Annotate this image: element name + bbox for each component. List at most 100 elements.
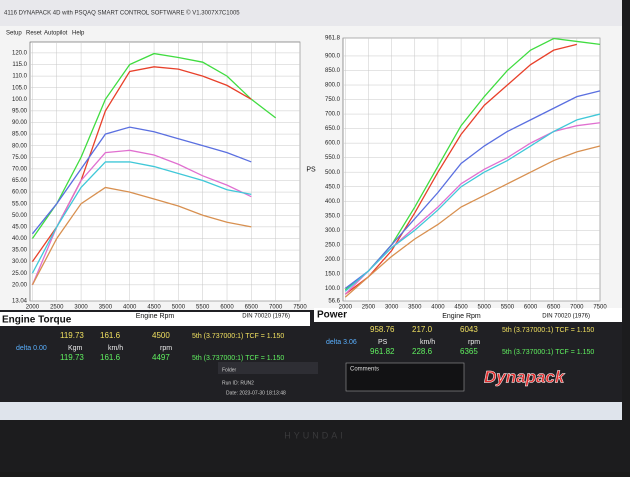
x-tick-label: 4500 — [147, 305, 161, 311]
y-tick-label: 70.00 — [12, 166, 28, 172]
x-axis-label: Engine Rpm — [442, 313, 481, 320]
y-tick-label: 80.00 — [12, 143, 28, 149]
info-box — [218, 362, 318, 374]
title-bar — [0, 0, 622, 26]
readout-value: 958.76 — [370, 325, 395, 334]
x-tick-label: 6000 — [524, 305, 538, 311]
date: Date: 2023-07-30 18:13:48 — [226, 390, 286, 396]
run-id: Run ID: RUN2 — [222, 380, 254, 386]
x-tick-label: 5500 — [196, 305, 210, 311]
y-tick-label: 56.6 — [328, 299, 340, 305]
y-tick-label: 75.00 — [12, 155, 28, 161]
x-tick-label: 3000 — [74, 305, 88, 311]
y-tick-label: 400.0 — [325, 199, 341, 205]
x-tick-label: 2000 — [339, 305, 353, 311]
unit: km/h — [420, 339, 435, 346]
y-tick-label: 750.0 — [325, 97, 341, 103]
menu-item[interactable]: Help — [72, 31, 85, 37]
x-tick-label: 2500 — [362, 305, 376, 311]
readout-value: 961.82 — [370, 347, 395, 356]
y-tick-label: 60.00 — [12, 190, 28, 196]
x-tick-label: 7500 — [593, 305, 607, 311]
y-tick-label: 20.00 — [12, 282, 28, 288]
y-tick-label: 700.0 — [325, 112, 341, 118]
window-title: 4116 DYNAPACK 4D with PSQAQ SMART CONTRO… — [4, 10, 240, 17]
y-tick-label: 200.0 — [325, 257, 341, 263]
x-tick-label: 2500 — [50, 305, 64, 311]
y-tick-label: 800.0 — [325, 83, 341, 89]
y-tick-label: 45.00 — [12, 224, 28, 230]
y-tick-label: 55.00 — [12, 201, 28, 207]
menu-item[interactable]: Setup — [6, 31, 22, 37]
unit: km/h — [108, 345, 123, 352]
x-tick-label: 3000 — [385, 305, 399, 311]
x-tick-label: 5000 — [478, 305, 492, 311]
menu-item[interactable]: Autopilot — [44, 31, 68, 37]
folder: Folder — [222, 367, 237, 373]
y-tick-label: 95.00 — [12, 108, 28, 114]
y-tick-label: 50.00 — [12, 213, 28, 219]
series-line — [344, 90, 601, 289]
y-tick-label: 961.8 — [325, 36, 341, 42]
x-tick-label: 4000 — [123, 305, 137, 311]
x-axis-label: Engine Rpm — [136, 313, 175, 320]
unit: rpm — [468, 339, 480, 346]
x-tick-label: 2000 — [26, 305, 40, 311]
readout-value: 6043 — [460, 325, 478, 334]
y-tick-label: 500.0 — [325, 170, 341, 176]
y-tick-label: 30.00 — [12, 259, 28, 265]
series-line — [344, 113, 601, 292]
y-tick-label: 40.00 — [12, 236, 28, 242]
x-tick-label: 7000 — [269, 305, 283, 311]
unit: PS — [378, 339, 388, 346]
y-tick-label: 900.0 — [325, 54, 341, 60]
readout-value: 119.73 — [60, 353, 84, 362]
comments-label: Comments — [350, 367, 379, 373]
delta: delta 3.06 — [326, 339, 357, 346]
series-line — [31, 126, 252, 235]
readout-value: 5th (3.737000:1) TCF = 1.150 — [502, 327, 594, 334]
monitor-brand: HYUNDAI — [284, 430, 346, 440]
x-tick-label: 7000 — [570, 305, 584, 311]
readout-value: 228.6 — [412, 347, 433, 356]
series-line — [31, 52, 277, 239]
readout-value: 5th (3.737000:1) TCF = 1.150 — [502, 349, 594, 356]
x-tick-label: 4000 — [431, 305, 445, 311]
plot-area — [29, 41, 301, 302]
y-tick-label: 300.0 — [325, 228, 341, 234]
y-tick-label: 115.0 — [12, 62, 27, 68]
y-tick-label: 13.04 — [12, 299, 28, 305]
y-tick-label: 120.0 — [12, 50, 28, 56]
menu-item[interactable]: Reset — [26, 31, 42, 37]
torque-header — [0, 312, 310, 326]
unit: Kgm — [68, 345, 83, 352]
x-tick-label: 3500 — [408, 305, 422, 311]
delta: delta 0.00 — [16, 345, 47, 352]
readout-value: 5th (3.737000:1) TCF = 1.150 — [192, 355, 284, 362]
y-tick-label: 110.0 — [12, 74, 27, 80]
y-tick-label: 350.0 — [325, 213, 341, 219]
readout-value: 217.0 — [412, 325, 433, 334]
readout-value: 6365 — [460, 347, 478, 356]
x-tick-label: 6000 — [220, 305, 234, 311]
y-axis-label: PS — [306, 166, 316, 173]
y-tick-label: 450.0 — [325, 184, 341, 190]
series-line — [31, 186, 252, 286]
readout-value: 161.6 — [100, 331, 121, 340]
x-tick-label: 3500 — [99, 305, 113, 311]
panel-title: Power — [317, 310, 347, 321]
series-line — [31, 161, 252, 274]
y-tick-label: 250.0 — [325, 242, 341, 248]
y-tick-label: 35.00 — [12, 248, 28, 254]
y-tick-label: 25.00 — [12, 271, 28, 277]
readout-value: 4497 — [152, 353, 170, 362]
y-tick-label: 600.0 — [325, 141, 341, 147]
x-tick-label: 4500 — [454, 305, 468, 311]
y-tick-label: 85.00 — [12, 132, 28, 138]
y-tick-label: 65.00 — [12, 178, 28, 184]
y-tick-label: 100.0 — [12, 97, 28, 103]
x-tick-label: 5500 — [501, 305, 515, 311]
comments-box[interactable] — [345, 362, 465, 392]
